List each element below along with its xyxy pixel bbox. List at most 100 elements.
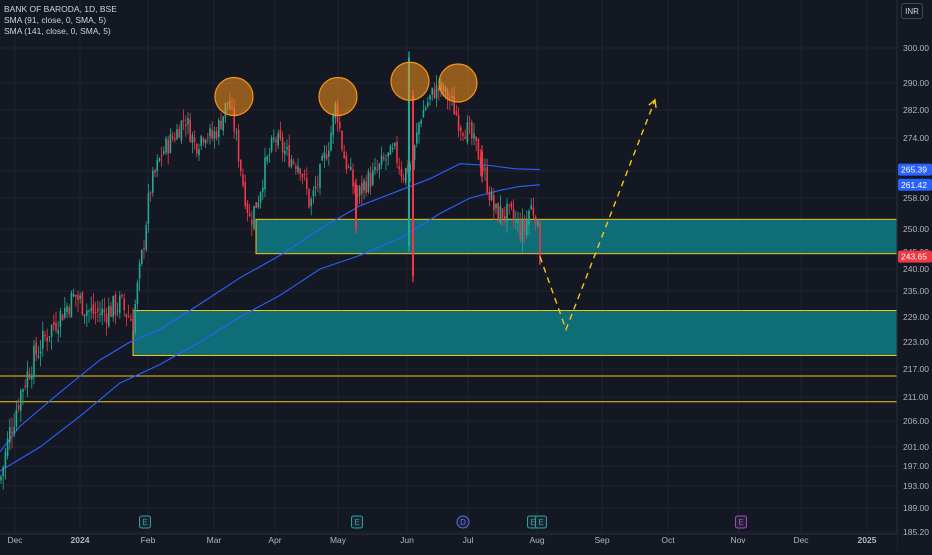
candle-spike[interactable]	[481, 145, 483, 183]
candle-spike[interactable]	[355, 178, 357, 234]
candle[interactable]	[220, 112, 222, 130]
candle[interactable]	[196, 142, 198, 157]
candle[interactable]	[187, 112, 189, 135]
candle[interactable]	[396, 136, 398, 169]
candle[interactable]	[385, 154, 387, 171]
candle[interactable]	[532, 197, 535, 219]
candle[interactable]	[534, 214, 537, 231]
candle[interactable]	[301, 173, 304, 185]
candle[interactable]	[20, 388, 22, 422]
candle[interactable]	[402, 173, 405, 184]
candle[interactable]	[457, 106, 460, 138]
candle[interactable]	[310, 196, 312, 216]
candle[interactable]	[486, 158, 488, 196]
candle[interactable]	[0, 474, 2, 485]
candle[interactable]	[163, 146, 165, 155]
candle[interactable]	[528, 208, 530, 235]
candle[interactable]	[57, 321, 59, 343]
candle[interactable]	[152, 166, 154, 197]
candle[interactable]	[521, 208, 524, 253]
candle[interactable]	[308, 188, 310, 209]
candle[interactable]	[438, 86, 440, 101]
candle[interactable]	[497, 202, 499, 223]
candle[interactable]	[303, 169, 306, 181]
candle[interactable]	[147, 183, 150, 233]
candle[interactable]	[171, 131, 174, 142]
candle[interactable]	[306, 167, 308, 196]
candle[interactable]	[526, 210, 528, 239]
candle[interactable]	[299, 167, 301, 181]
event-marker[interactable]: E	[735, 515, 747, 529]
candle[interactable]	[479, 149, 482, 177]
candle[interactable]	[6, 431, 9, 460]
candle[interactable]	[174, 132, 176, 143]
event-marker[interactable]: E	[535, 515, 547, 529]
candle[interactable]	[75, 294, 77, 307]
candle[interactable]	[121, 293, 123, 299]
candle[interactable]	[222, 116, 224, 136]
candle[interactable]	[341, 129, 343, 152]
candle[interactable]	[435, 75, 438, 108]
peak-circle[interactable]	[438, 63, 478, 103]
candle[interactable]	[510, 201, 513, 211]
candle[interactable]	[158, 157, 161, 163]
candle[interactable]	[424, 105, 427, 112]
candle[interactable]	[77, 290, 79, 313]
candle[interactable]	[123, 293, 125, 317]
candle[interactable]	[127, 304, 130, 318]
candle[interactable]	[103, 297, 106, 322]
candle[interactable]	[191, 131, 194, 154]
candle[interactable]	[24, 379, 26, 391]
candle[interactable]	[273, 129, 275, 143]
sma-91-line[interactable]	[0, 163, 541, 453]
candle[interactable]	[244, 174, 246, 210]
projected-path[interactable]	[539, 99, 656, 332]
candle[interactable]	[462, 131, 464, 142]
candle[interactable]	[431, 87, 433, 101]
candle[interactable]	[13, 412, 15, 438]
candle[interactable]	[471, 119, 473, 145]
candle[interactable]	[218, 118, 220, 145]
candle[interactable]	[394, 141, 396, 150]
candle[interactable]	[433, 82, 436, 100]
candle[interactable]	[270, 135, 273, 154]
candle[interactable]	[275, 136, 277, 153]
candle[interactable]	[70, 290, 73, 318]
candle[interactable]	[90, 296, 92, 320]
candle[interactable]	[28, 367, 31, 381]
candle[interactable]	[108, 297, 110, 329]
candle[interactable]	[317, 175, 319, 193]
candle[interactable]	[413, 144, 416, 170]
candle[interactable]	[330, 125, 332, 152]
candle[interactable]	[182, 109, 185, 131]
candle[interactable]	[363, 178, 365, 200]
candle[interactable]	[200, 134, 202, 150]
peak-circle[interactable]	[214, 76, 254, 117]
candle[interactable]	[398, 157, 400, 175]
candle[interactable]	[488, 185, 491, 207]
candle[interactable]	[369, 165, 372, 195]
candle[interactable]	[490, 187, 493, 202]
candle[interactable]	[99, 301, 101, 323]
candle[interactable]	[79, 292, 81, 304]
candle[interactable]	[325, 145, 328, 161]
support-zone[interactable]	[255, 218, 898, 255]
candle[interactable]	[156, 154, 158, 178]
event-marker[interactable]: D	[456, 515, 470, 529]
candle[interactable]	[427, 97, 429, 109]
candle[interactable]	[149, 190, 152, 202]
price-label[interactable]: 243.65	[898, 250, 932, 263]
candle[interactable]	[468, 115, 471, 134]
candle[interactable]	[116, 302, 119, 317]
candle[interactable]	[405, 167, 407, 186]
candle[interactable]	[314, 176, 317, 197]
candle[interactable]	[512, 199, 515, 228]
candle[interactable]	[321, 153, 323, 162]
candle[interactable]	[165, 135, 167, 156]
candle[interactable]	[323, 144, 326, 168]
candle[interactable]	[72, 288, 75, 298]
candle[interactable]	[66, 302, 68, 319]
candle[interactable]	[455, 104, 458, 117]
candle[interactable]	[141, 248, 143, 267]
